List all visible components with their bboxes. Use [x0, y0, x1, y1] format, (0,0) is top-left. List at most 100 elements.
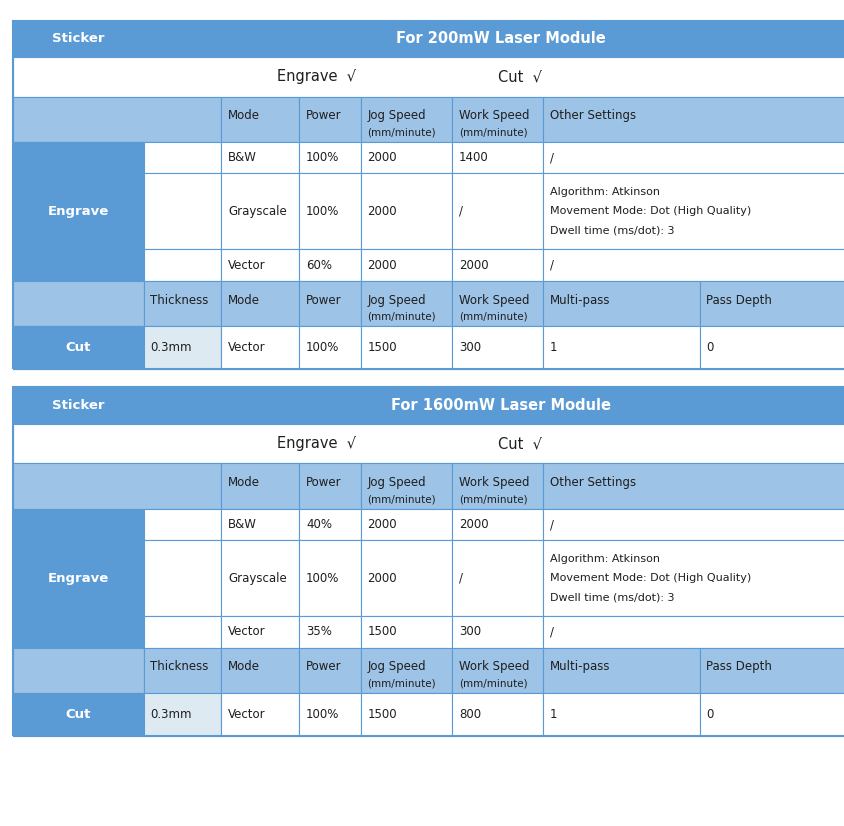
Text: 40%: 40%: [306, 518, 332, 531]
Text: Dwell time (ms/dot): 3: Dwell time (ms/dot): 3: [549, 592, 674, 602]
Bar: [143, 648, 221, 693]
Text: 100%: 100%: [306, 572, 338, 585]
Text: For 200mW Laser Module: For 200mW Laser Module: [395, 31, 605, 46]
Text: Multi-pass: Multi-pass: [549, 293, 610, 306]
Text: (mm/minute): (mm/minute): [367, 678, 436, 689]
Text: 2000: 2000: [367, 205, 397, 218]
Text: Pass Depth: Pass Depth: [706, 293, 771, 306]
Text: /: /: [549, 518, 554, 531]
Text: 1: 1: [549, 708, 557, 721]
Bar: [13, 326, 143, 369]
Text: Algorithm: Atkinson: Algorithm: Atkinson: [549, 554, 659, 564]
Text: Vector: Vector: [228, 708, 266, 721]
Text: Jog Speed: Jog Speed: [367, 109, 425, 122]
Text: Cut  √: Cut √: [497, 436, 541, 451]
Bar: [221, 616, 299, 648]
Text: 1: 1: [549, 341, 557, 354]
Bar: [360, 463, 452, 509]
Bar: [699, 693, 844, 736]
Text: Engrave: Engrave: [47, 572, 109, 585]
Text: 300: 300: [458, 341, 480, 354]
Bar: [299, 281, 360, 326]
Text: 0: 0: [706, 341, 713, 354]
Bar: [452, 648, 543, 693]
Text: Other Settings: Other Settings: [549, 476, 636, 489]
Text: (mm/minute): (mm/minute): [458, 494, 527, 505]
Text: Grayscale: Grayscale: [228, 572, 287, 585]
Text: Engrave  √: Engrave √: [277, 69, 356, 84]
Bar: [221, 463, 299, 509]
Text: Dwell time (ms/dot): 3: Dwell time (ms/dot): 3: [549, 225, 674, 235]
Bar: [221, 540, 299, 616]
Text: Mode: Mode: [228, 660, 260, 673]
Bar: [452, 326, 543, 369]
Bar: [221, 326, 299, 369]
Bar: [143, 21, 844, 57]
Text: Jog Speed: Jog Speed: [367, 293, 425, 306]
Bar: [360, 97, 452, 142]
Bar: [543, 97, 844, 142]
Bar: [543, 540, 844, 616]
Text: (mm/minute): (mm/minute): [458, 311, 527, 322]
Bar: [452, 463, 543, 509]
Bar: [13, 21, 143, 57]
Text: B&W: B&W: [228, 151, 257, 164]
Text: Thickness: Thickness: [150, 660, 208, 673]
Bar: [452, 249, 543, 281]
Text: Pass Depth: Pass Depth: [706, 660, 771, 673]
Bar: [543, 648, 699, 693]
Text: 1500: 1500: [367, 625, 397, 638]
Bar: [143, 616, 221, 648]
Bar: [221, 281, 299, 326]
Text: Sticker: Sticker: [51, 399, 105, 412]
Text: 1500: 1500: [367, 341, 397, 354]
Bar: [299, 142, 360, 173]
Bar: [13, 281, 143, 326]
Bar: [299, 326, 360, 369]
Bar: [543, 173, 844, 249]
Text: 100%: 100%: [306, 205, 338, 218]
Bar: [543, 693, 699, 736]
Bar: [299, 249, 360, 281]
Bar: [143, 509, 221, 540]
Text: 1400: 1400: [458, 151, 488, 164]
Text: Power: Power: [306, 476, 341, 489]
Text: Jog Speed: Jog Speed: [367, 660, 425, 673]
Bar: [360, 142, 452, 173]
Text: (mm/minute): (mm/minute): [367, 127, 436, 138]
Text: 2000: 2000: [367, 572, 397, 585]
Bar: [13, 57, 844, 97]
Text: (mm/minute): (mm/minute): [458, 127, 527, 138]
Text: Work Speed: Work Speed: [458, 476, 528, 489]
Text: Vector: Vector: [228, 341, 266, 354]
Text: Cut  √: Cut √: [497, 69, 541, 84]
Bar: [543, 326, 699, 369]
Text: B&W: B&W: [228, 518, 257, 531]
Text: Cut: Cut: [65, 708, 91, 721]
Text: 2000: 2000: [367, 518, 397, 531]
Bar: [360, 509, 452, 540]
Text: Power: Power: [306, 109, 341, 122]
Text: Engrave: Engrave: [47, 205, 109, 218]
Text: Multi-pass: Multi-pass: [549, 660, 610, 673]
Text: Work Speed: Work Speed: [458, 660, 528, 673]
Bar: [13, 693, 143, 736]
Bar: [13, 387, 844, 736]
Bar: [360, 648, 452, 693]
Bar: [143, 693, 221, 736]
Text: Engrave  √: Engrave √: [277, 436, 356, 451]
Text: Movement Mode: Dot (High Quality): Movement Mode: Dot (High Quality): [549, 206, 750, 216]
Bar: [299, 509, 360, 540]
Text: /: /: [549, 151, 554, 164]
Text: (mm/minute): (mm/minute): [367, 311, 436, 322]
Bar: [221, 509, 299, 540]
Bar: [221, 173, 299, 249]
Bar: [699, 326, 844, 369]
Bar: [360, 249, 452, 281]
Text: Movement Mode: Dot (High Quality): Movement Mode: Dot (High Quality): [549, 573, 750, 583]
Bar: [299, 463, 360, 509]
Text: 1500: 1500: [367, 708, 397, 721]
Bar: [13, 648, 143, 693]
Bar: [143, 173, 221, 249]
Bar: [452, 693, 543, 736]
